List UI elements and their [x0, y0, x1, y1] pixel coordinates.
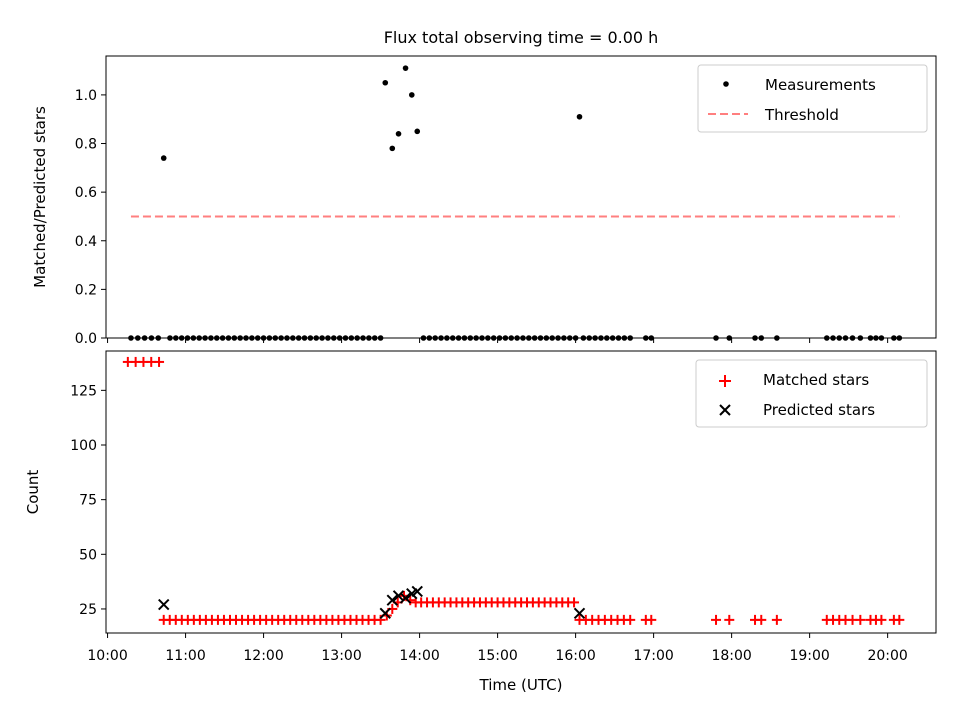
bottom-y-tick-label: 25 [79, 602, 97, 618]
bottom-legend: Matched stars Predicted stars [695, 359, 928, 428]
x-tick-label: 12:00 [243, 648, 283, 664]
legend-threshold-label: Threshold [764, 106, 839, 124]
matched-star-point [154, 356, 165, 367]
matched-star-point [876, 614, 887, 625]
legend-measurements-marker [723, 81, 729, 87]
top-legend: Measurements Threshold [697, 64, 928, 133]
chart-title: Flux total observing time = 0.00 h [384, 28, 659, 47]
bottom-y-tick-label: 125 [70, 383, 97, 399]
matched-star-point [569, 597, 580, 608]
x-tick-label: 18:00 [711, 648, 751, 664]
matched-star-point [855, 614, 866, 625]
measurement-point [576, 113, 583, 120]
matched-star-point [756, 614, 767, 625]
matched-star-point [410, 597, 421, 608]
x-tick-label: 16:00 [555, 648, 595, 664]
x-axis-label: Time (UTC) [479, 676, 563, 694]
predicted-star-point [386, 594, 398, 606]
top-y-ticks: 0.0 0.2 0.4 0.6 0.8 1.0 [75, 88, 106, 347]
legend-matched-marker [719, 375, 731, 387]
measurement-point [382, 79, 389, 86]
legend-predicted-label: Predicted stars [763, 401, 875, 419]
x-tick-label: 15:00 [477, 648, 517, 664]
matched-star-point [894, 614, 905, 625]
predicted-star-point [158, 598, 170, 611]
x-tick-label: 11:00 [165, 648, 205, 664]
bottom-marks [122, 356, 905, 625]
bottom-y-tick-label: 100 [70, 438, 97, 454]
bottom-y-axis-label: Count [24, 470, 42, 515]
predicted-star-point [379, 607, 391, 620]
predicted-star-point [399, 592, 412, 604]
measurement-point [160, 155, 167, 161]
measurement-point [414, 128, 421, 135]
measurement-point [408, 92, 415, 98]
bottom-legend-frame [695, 359, 928, 428]
top-y-axis-label: Matched/Predicted stars [31, 106, 49, 288]
x-tick-label: 13:00 [321, 648, 361, 664]
top-x-ticks [107, 338, 889, 343]
legend-predicted-marker [719, 404, 731, 416]
top-axes-frame [105, 55, 937, 339]
top-panel: 0.0 0.2 0.4 0.6 0.8 1.0 Matched/Predicted sta… [31, 55, 937, 347]
predicted-star-point [573, 607, 586, 620]
bottom-y-tick-label: 50 [79, 547, 97, 563]
matched-star-point [724, 614, 735, 625]
top-y-tick-label: 0.0 [75, 331, 97, 347]
x-tick-label: 20:00 [867, 648, 907, 664]
predicted-star-point [411, 585, 423, 598]
matched-star-point [625, 614, 636, 625]
top-y-tick-label: 0.8 [75, 137, 97, 153]
x-tick-label: 10:00 [87, 648, 127, 664]
bottom-panel: 25 50 75 100 125 10:00 11:00 12:00 13:00 14:00 15… [24, 350, 937, 694]
bottom-axes-frame [105, 350, 937, 634]
x-tick-label: 14:00 [399, 648, 439, 664]
bottom-y-tick-label: 75 [79, 493, 97, 509]
matched-star-point [646, 614, 657, 625]
matched-star-point [771, 614, 782, 625]
x-tick-label: 17:00 [633, 648, 673, 664]
top-legend-frame [697, 64, 928, 133]
bottom-x-ticks: 10:00 11:00 12:00 13:00 14:00 15:00 16:00 17:00… [87, 633, 908, 664]
legend-measurements-label: Measurements [765, 76, 876, 94]
matched-star-point [375, 614, 386, 625]
bottom-y-ticks: 25 50 75 100 125 [70, 383, 106, 618]
top-y-tick-label: 0.2 [75, 282, 97, 298]
legend-matched-label: Matched stars [763, 371, 869, 389]
top-y-tick-label: 1.0 [75, 88, 97, 104]
measurement-point [402, 65, 409, 71]
top-y-tick-label: 0.4 [75, 234, 97, 250]
top-y-tick-label: 0.6 [75, 185, 97, 201]
measurement-point [395, 130, 402, 137]
measurement-point [389, 145, 396, 152]
predicted-star-point [392, 590, 405, 602]
matched-star-point [711, 614, 722, 625]
x-tick-label: 19:00 [789, 648, 829, 664]
